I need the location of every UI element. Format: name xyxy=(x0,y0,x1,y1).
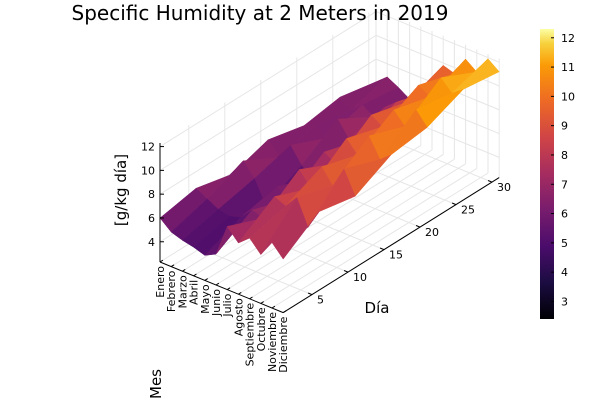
x-tick-label: Junio xyxy=(210,289,223,317)
x-tick-label: Febrero xyxy=(165,270,178,312)
grid-line-x xyxy=(260,167,478,304)
x-tick-label: Agosto xyxy=(232,298,245,336)
x-axis-line xyxy=(159,261,284,314)
colorbar-tick-label: 3 xyxy=(561,295,568,308)
x-tick xyxy=(226,287,231,291)
x-tick xyxy=(238,291,242,295)
x-tick-label: Abril xyxy=(188,280,201,305)
y-tick-label: 5 xyxy=(317,294,324,307)
z-tick-label: 12 xyxy=(141,141,155,154)
grid-line-x xyxy=(271,172,489,309)
colorbar-tick-label: 11 xyxy=(561,61,575,74)
y-tick-label: 30 xyxy=(497,181,511,194)
colorbar-tick-label: 12 xyxy=(561,32,575,45)
y-tick xyxy=(415,225,421,228)
z-tick-label: 6 xyxy=(148,212,155,225)
y-tick-label: 25 xyxy=(461,204,475,217)
chart-title: Specific Humidity at 2 Meters in 2019 xyxy=(72,1,449,25)
grid-line-x xyxy=(215,149,433,286)
x-tick-label: Diciembre xyxy=(277,316,290,372)
colorbar-tick-label: 10 xyxy=(561,90,575,103)
x-tick xyxy=(182,268,186,272)
y-tick xyxy=(487,180,493,183)
x-tick xyxy=(260,301,264,304)
x-tick-label: Octubre xyxy=(255,307,268,351)
y-tick-label: 20 xyxy=(425,226,439,239)
grid-line-z xyxy=(159,58,377,195)
y-tick xyxy=(343,270,349,273)
grid-line-x xyxy=(226,154,444,291)
x-tick xyxy=(249,296,253,300)
grid-line-z xyxy=(159,34,377,171)
x-tick xyxy=(170,264,175,268)
z-tick-label: 8 xyxy=(148,188,155,201)
x-axis-label: Mes xyxy=(147,369,165,399)
colorbar-tick-label: 8 xyxy=(561,149,568,162)
y-axis-line xyxy=(282,177,500,314)
surface-mesh xyxy=(159,58,500,260)
colorbar-gradient xyxy=(540,29,554,319)
z-tick-label: 10 xyxy=(141,164,155,177)
y-tick xyxy=(379,247,385,251)
x-tick xyxy=(159,259,164,263)
y-tick-label: 10 xyxy=(353,271,367,284)
grid-line-z xyxy=(375,11,500,63)
x-tick-label: Enero xyxy=(154,266,167,298)
y-tick xyxy=(451,202,457,206)
x-tick-label: Marzo xyxy=(176,275,189,309)
x-tick-label: Septiembre xyxy=(244,303,257,367)
y-tick-label: 15 xyxy=(389,249,403,262)
x-tick-label: Mayo xyxy=(199,284,212,314)
surface-patch xyxy=(271,211,320,260)
grid-line-x xyxy=(249,163,466,300)
z-tick-label: 4 xyxy=(148,236,155,249)
y-tick xyxy=(307,292,313,296)
colorbar-tick-label: 5 xyxy=(561,237,568,250)
axes: 4 6 8 10 12 5 10 15 20 25 30 EneroFebreroMarzoAbril… xyxy=(141,141,511,373)
colorbar-tick-label: 9 xyxy=(561,120,568,133)
colorbar-tick-label: 6 xyxy=(561,208,568,221)
colorbar-tick-label: 4 xyxy=(561,266,568,279)
z-axis-label: [g/kg día] xyxy=(112,154,130,226)
grid-line-z xyxy=(159,11,377,147)
x-tick xyxy=(271,305,276,309)
y-axis-label: Día xyxy=(365,299,390,317)
x-tick xyxy=(204,278,208,281)
x-tick xyxy=(282,310,287,314)
grid-line-x xyxy=(238,158,455,295)
x-tick xyxy=(193,273,197,277)
x-tick-label: Noviembre xyxy=(266,312,279,372)
x-tick-label: Julio xyxy=(221,293,234,317)
colorbar-tick-label: 7 xyxy=(561,178,568,191)
x-tick xyxy=(215,282,220,286)
colorbar: 3 4 5 6 7 8 9 10 11 12 xyxy=(540,29,575,319)
